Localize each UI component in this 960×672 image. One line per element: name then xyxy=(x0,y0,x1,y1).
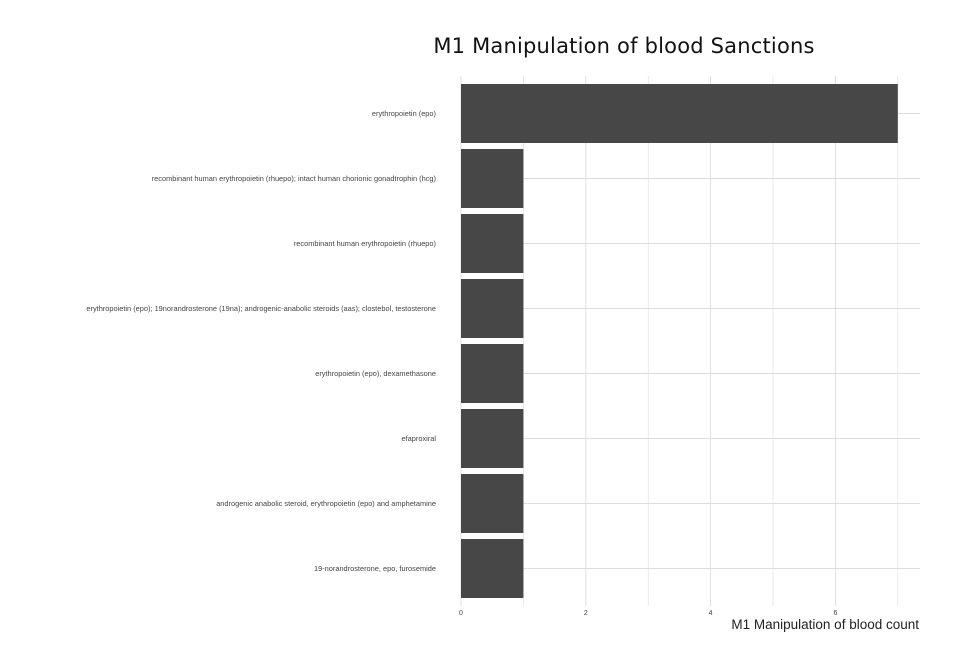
category-label: recombinant human erythropoietin (rhuepo… xyxy=(294,239,436,248)
chart-title: M1 Manipulation of blood Sanctions xyxy=(433,34,815,58)
category-label: erythropoietin (epo); 19⁠norandrosterone… xyxy=(86,304,436,313)
x-tick-label: 4 xyxy=(709,610,713,617)
x-axis-title: M1 Manipulation of blood count xyxy=(731,617,919,632)
category-label: efaproxiral xyxy=(401,434,436,443)
bar xyxy=(461,474,524,533)
category-label: androgenic anabolic steroid, erythropoie… xyxy=(216,499,436,508)
bar xyxy=(461,84,898,143)
category-label: erythropoietin (epo), dexamethasone xyxy=(315,369,436,378)
grid-lines xyxy=(460,76,920,606)
category-labels: erythropoietin (epo) recombinant human er… xyxy=(86,109,436,573)
bar xyxy=(461,539,524,598)
x-tick-label: 2 xyxy=(584,610,588,617)
category-label: recombinant human erythropoietin (rhuepo… xyxy=(152,174,436,183)
bar xyxy=(461,149,524,208)
category-label: 19-norandrosterone, epo, furosemide xyxy=(314,564,436,573)
bar xyxy=(461,279,524,338)
category-label: erythropoietin (epo) xyxy=(372,109,436,118)
bars xyxy=(461,84,898,598)
bar xyxy=(461,214,524,273)
x-tick-label: 0 xyxy=(459,610,463,617)
bar xyxy=(461,344,524,403)
x-axis-ticks: 0 2 4 6 xyxy=(459,610,837,617)
bar xyxy=(461,409,524,468)
x-tick-label: 6 xyxy=(833,610,837,617)
